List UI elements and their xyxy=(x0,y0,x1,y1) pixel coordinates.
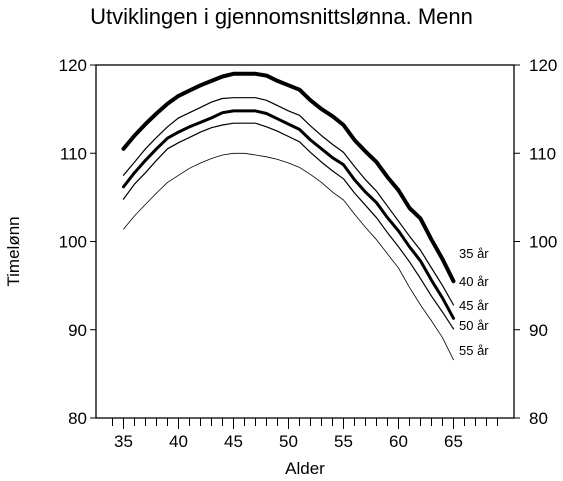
x-tick-label: 50 xyxy=(279,432,298,451)
x-tick-label: 65 xyxy=(444,432,463,451)
x-tick-label: 40 xyxy=(169,432,188,451)
series-line-45-år xyxy=(122,109,455,320)
series-label: 35 år xyxy=(459,246,489,261)
x-tick-label: 60 xyxy=(389,432,408,451)
x-tick-label: 45 xyxy=(224,432,243,451)
series-line-35-år xyxy=(121,71,456,284)
x-tick-label: 35 xyxy=(114,432,133,451)
series-label: 45 år xyxy=(459,298,489,313)
y-left-tick-label: 90 xyxy=(68,321,87,340)
chart-title: Utviklingen i gjennomsnittslønna. Menn xyxy=(90,4,473,29)
y-right-tick-label: 100 xyxy=(529,233,557,252)
x-tick-label: 55 xyxy=(334,432,353,451)
y-right-tick-label: 120 xyxy=(529,56,557,75)
series-line-40-år xyxy=(122,97,455,306)
series-lines xyxy=(121,71,456,361)
series-label: 40 år xyxy=(459,274,489,289)
y-right-tick-label: 80 xyxy=(529,409,548,428)
y-right-tick-label: 90 xyxy=(529,321,548,340)
y-left-tick-label: 80 xyxy=(68,409,87,428)
series-label: 55 år xyxy=(459,343,489,358)
axis-ticks: 35 40 45 50 55 60 65 80 80 90 90 100 100 110 110 120 120 xyxy=(59,56,558,451)
plot-area-border xyxy=(95,64,515,419)
x-axis-title: Alder xyxy=(285,459,325,478)
y-axis-title: Timelønn xyxy=(4,216,23,286)
series-label: 50 år xyxy=(459,318,489,333)
series-labels: 35 år 40 år 45 år 50 år 55 år xyxy=(459,246,489,358)
y-right-tick-label: 110 xyxy=(529,144,556,163)
plot-frame xyxy=(95,64,515,419)
y-left-tick-label: 100 xyxy=(59,233,87,252)
y-left-tick-label: 110 xyxy=(60,144,87,163)
series-line-55-år xyxy=(123,152,454,361)
y-left-tick-label: 120 xyxy=(59,56,87,75)
series-line-50-år xyxy=(122,122,455,330)
